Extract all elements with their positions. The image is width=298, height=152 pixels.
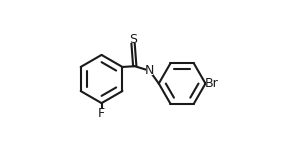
Bar (146, 67, 153, 75)
Text: F: F (98, 107, 105, 120)
Bar (206, 79, 217, 88)
Text: Br: Br (204, 77, 218, 90)
Bar (129, 35, 137, 43)
Bar (98, 109, 105, 117)
Text: S: S (129, 33, 137, 46)
Text: N: N (145, 64, 154, 77)
